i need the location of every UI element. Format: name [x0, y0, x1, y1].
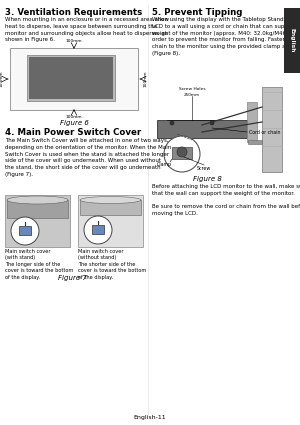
Circle shape [210, 121, 214, 125]
Text: Cord or chain: Cord or chain [249, 130, 280, 134]
Bar [10, 48, 138, 110]
Circle shape [177, 147, 187, 157]
Ellipse shape [7, 196, 68, 204]
Text: 100mm: 100mm [66, 39, 82, 43]
Circle shape [164, 136, 200, 172]
Bar [78, 195, 143, 247]
Circle shape [11, 217, 39, 245]
Bar [284, 8, 300, 73]
Text: Screw Holes: Screw Holes [179, 87, 205, 91]
Text: Before attaching the LCD monitor to the wall, make sure
that the wall can suppor: Before attaching the LCD monitor to the … [152, 184, 300, 216]
Text: Figure 8: Figure 8 [193, 176, 221, 182]
Circle shape [84, 216, 112, 244]
Bar [248, 140, 262, 144]
Text: Main switch cover
(with stand)
The longer side of the
cover is toward the bottom: Main switch cover (with stand) The longe… [5, 249, 73, 280]
Text: Screw: Screw [197, 166, 211, 171]
Circle shape [170, 121, 174, 125]
Bar [262, 87, 282, 172]
Bar [157, 120, 247, 138]
Text: Main switch cover
(without stand)
The shorter side of the
cover is toward the bo: Main switch cover (without stand) The sh… [78, 249, 146, 280]
Bar [7, 200, 68, 218]
Text: 4. Main Power Switch Cover: 4. Main Power Switch Cover [5, 128, 141, 137]
Text: When mounting in an enclosure or in a recessed area allow
heat to disperse, leav: When mounting in an enclosure or in a re… [5, 17, 169, 42]
Text: Figure 7: Figure 7 [58, 275, 86, 281]
Text: Clamp: Clamp [157, 162, 172, 167]
Bar [27, 55, 115, 101]
Ellipse shape [80, 196, 141, 204]
Text: 250mm: 250mm [184, 93, 200, 97]
Text: 100mm: 100mm [144, 71, 148, 87]
Bar [247, 102, 257, 142]
Bar [29, 57, 113, 99]
Text: 3. Ventilation Requirements: 3. Ventilation Requirements [5, 8, 142, 17]
Bar [92, 225, 104, 234]
Text: Figure 6: Figure 6 [60, 120, 88, 126]
Bar [80, 200, 141, 215]
Text: English-11: English-11 [134, 415, 166, 420]
Text: 100mm: 100mm [66, 115, 82, 119]
Bar [172, 147, 192, 159]
Bar [19, 226, 31, 235]
Text: English: English [290, 28, 295, 53]
Text: The Main Switch Cover will be attached in one of two ways,
depending on the orie: The Main Switch Cover will be attached i… [5, 138, 171, 177]
Text: 5. Prevent Tipping: 5. Prevent Tipping [152, 8, 242, 17]
Text: 100mm: 100mm [0, 71, 4, 87]
Bar [5, 195, 70, 247]
Text: When using the display with the Tabletop Stand fasten the
LCD to a wall using a : When using the display with the Tabletop… [152, 17, 300, 56]
